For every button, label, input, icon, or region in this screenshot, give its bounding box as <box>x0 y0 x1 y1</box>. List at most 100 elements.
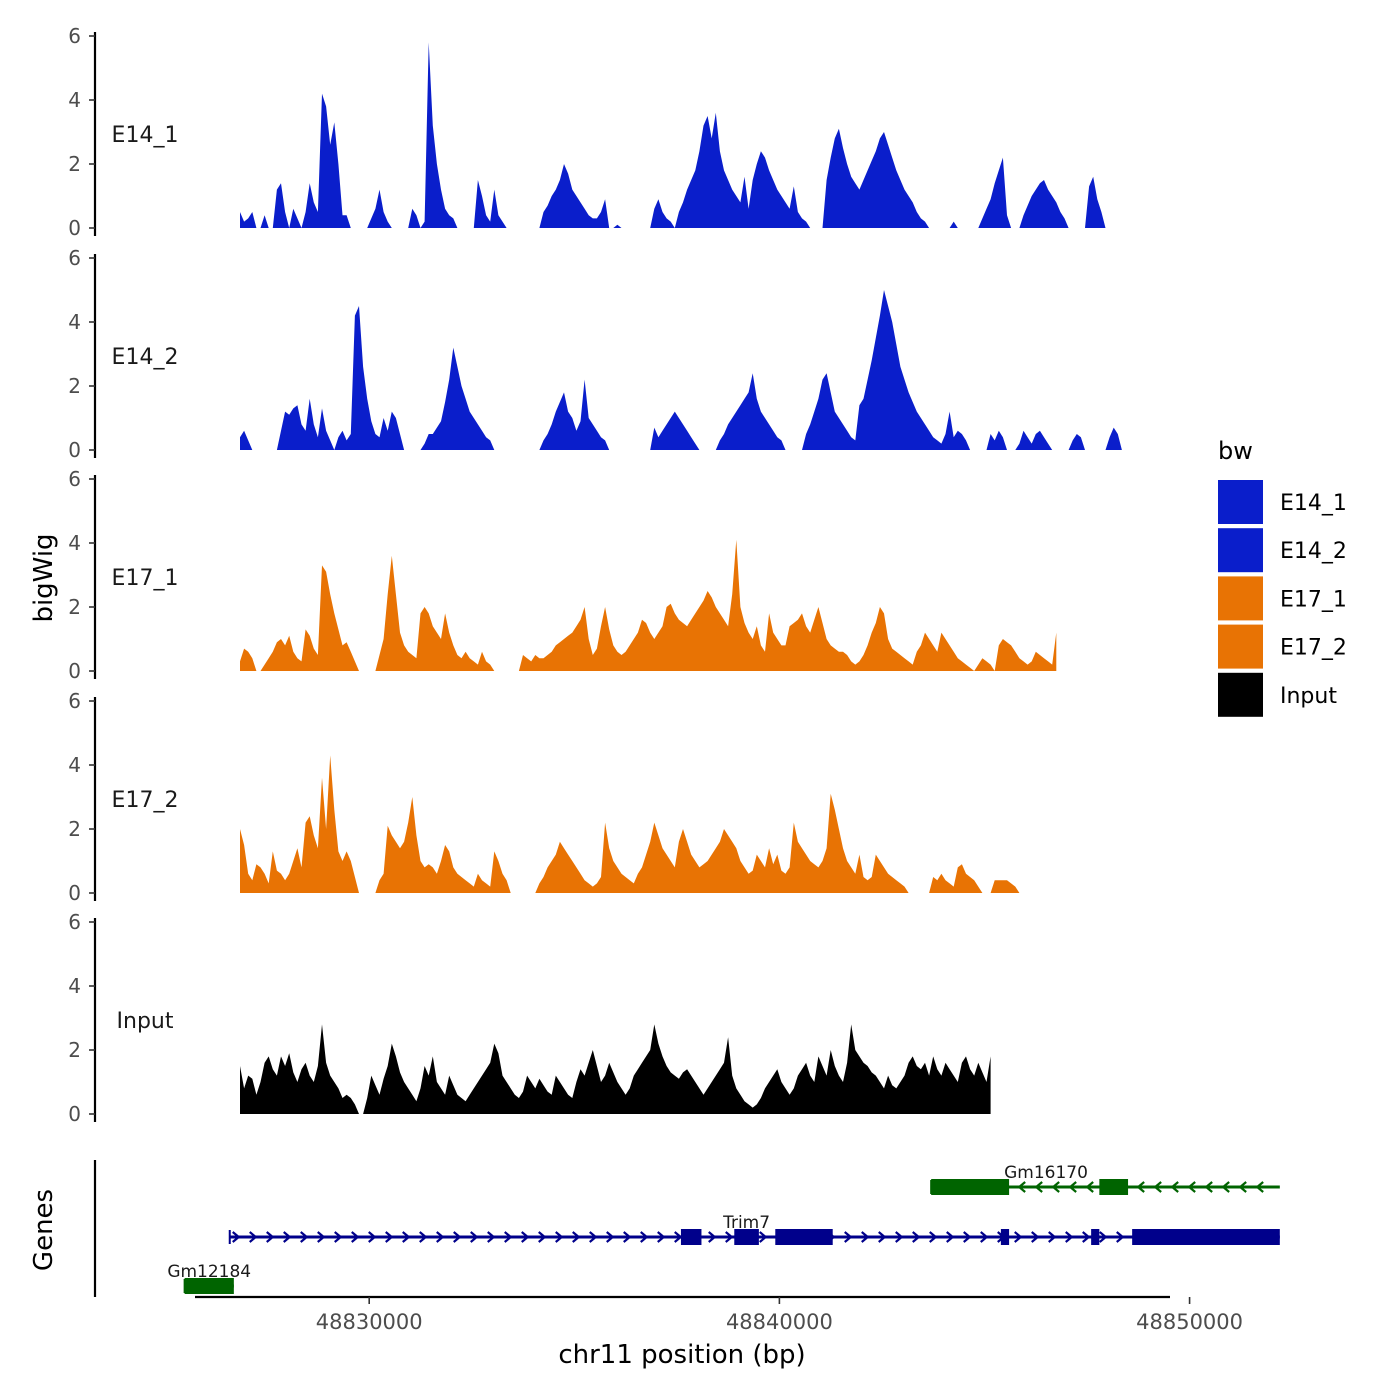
strand-chevron <box>1153 1181 1162 1193</box>
strand-chevron <box>895 1231 904 1243</box>
legend-label-e17_2: E17_2 <box>1280 636 1347 661</box>
legend-swatch-e17_2 <box>1218 624 1263 669</box>
strand-chevron <box>708 1231 717 1243</box>
strand-chevron <box>1187 1181 1196 1193</box>
strand-chevron <box>453 1231 462 1243</box>
track-name-label: E14_2 <box>112 345 179 370</box>
strand-chevron <box>1065 1231 1074 1243</box>
strand-chevron <box>521 1231 530 1243</box>
legend-label-e14_1: E14_1 <box>1280 491 1347 516</box>
y-tick-label: 6 <box>68 24 81 48</box>
legend-swatch-e14_2 <box>1218 528 1263 573</box>
strand-chevron <box>640 1231 649 1243</box>
y-tick-label: 2 <box>68 152 81 176</box>
x-axis-title: chr11 position (bp) <box>558 1340 805 1370</box>
y-tick-label: 6 <box>68 467 81 491</box>
track-panel-e17_1: 0 2 4 6 E17_1 <box>68 467 1057 683</box>
signal-area-e14_2 <box>240 290 1139 450</box>
gene-gm12184: Gm12184 <box>167 1262 251 1294</box>
genes-axis-title: Genes <box>29 1189 59 1271</box>
strand-chevron <box>1051 1181 1060 1193</box>
exon-block <box>1132 1229 1280 1245</box>
y-tick-label: 2 <box>68 374 81 398</box>
x-tick-label: 48830000 <box>316 1310 423 1334</box>
y-tick-label: 4 <box>68 88 81 112</box>
signal-area-input <box>240 1024 991 1114</box>
gene-track: Gm16170 Trim7 Gm12184 <box>93 1160 1280 1297</box>
legend-swatch-input <box>1218 672 1263 717</box>
strand-chevron <box>606 1231 615 1243</box>
exon-block <box>184 1278 234 1294</box>
track-panel-e14_1: 0 2 4 6 E14_1 <box>68 24 1126 240</box>
strand-chevron <box>1014 1231 1023 1243</box>
y-tick-label: 2 <box>68 817 81 841</box>
strand-chevron <box>1048 1231 1057 1243</box>
exon-block <box>1000 1229 1010 1245</box>
strand-chevron <box>674 1231 683 1243</box>
track-name-label: E17_1 <box>112 566 179 591</box>
y-tick-label: 0 <box>68 881 81 905</box>
y-tick-label: 0 <box>68 438 81 462</box>
gene-name-label: Gm12184 <box>167 1262 251 1282</box>
strand-chevron <box>1082 1231 1091 1243</box>
strand-chevron <box>351 1231 360 1243</box>
y-tick-label: 0 <box>68 216 81 240</box>
legend-label-e17_1: E17_1 <box>1280 587 1347 612</box>
exon-block <box>680 1229 702 1245</box>
strand-chevron <box>1204 1181 1213 1193</box>
legend: bw E14_1 E14_2 E17_1 E17_2 Input <box>1218 437 1347 717</box>
signal-area-e17_1 <box>240 539 1057 671</box>
y-tick-label: 6 <box>68 689 81 713</box>
strand-chevron <box>844 1231 853 1243</box>
y-tick-label: 4 <box>68 753 81 777</box>
strand-chevron <box>1031 1231 1040 1243</box>
exon-block <box>1099 1179 1129 1195</box>
strand-chevron <box>1068 1181 1077 1193</box>
x-axis: 48830000 48840000 48850000 <box>195 1295 1243 1334</box>
gene-trim7: Trim7 <box>228 1213 1280 1245</box>
strand-chevron <box>232 1231 241 1243</box>
strand-chevron <box>487 1231 496 1243</box>
strand-chevron <box>1116 1231 1125 1243</box>
strand-chevron <box>946 1231 955 1243</box>
strand-chevron <box>436 1231 445 1243</box>
strand-chevron <box>1017 1181 1026 1193</box>
strand-chevron <box>1238 1181 1247 1193</box>
y-tick-label: 0 <box>68 659 81 683</box>
y-tick-label: 0 <box>68 1102 81 1126</box>
legend-swatch-e17_1 <box>1218 576 1263 621</box>
strand-chevron <box>419 1231 428 1243</box>
signal-area-e17_2 <box>240 755 1065 893</box>
track-name-label: E17_2 <box>112 788 179 813</box>
gene-name-label: Gm16170 <box>1004 1163 1088 1183</box>
strand-chevron <box>929 1231 938 1243</box>
strand-chevron <box>1221 1181 1230 1193</box>
strand-chevron <box>317 1231 326 1243</box>
x-tick-label: 48840000 <box>726 1310 833 1334</box>
strand-chevron <box>266 1231 275 1243</box>
strand-chevron <box>963 1231 972 1243</box>
y-axis-title: bigWig <box>29 533 59 622</box>
strand-chevron <box>1099 1231 1108 1243</box>
strand-chevron <box>1255 1181 1264 1193</box>
strand-chevron <box>470 1231 479 1243</box>
strand-chevron <box>538 1231 547 1243</box>
strand-chevron <box>283 1231 292 1243</box>
strand-chevron <box>249 1231 258 1243</box>
strand-chevron <box>725 1231 734 1243</box>
strand-chevron <box>504 1231 513 1243</box>
y-tick-label: 2 <box>68 595 81 619</box>
signal-area-e14_1 <box>240 42 1126 229</box>
strand-chevron <box>402 1231 411 1243</box>
strand-chevron <box>1085 1181 1094 1193</box>
y-tick-label: 4 <box>68 974 81 998</box>
y-tick-label: 4 <box>68 310 81 334</box>
strand-chevron <box>623 1231 632 1243</box>
strand-chevron <box>589 1231 598 1243</box>
track-name-label: E14_1 <box>112 123 179 148</box>
x-tick-label: 48850000 <box>1136 1310 1243 1334</box>
y-tick-label: 6 <box>68 910 81 934</box>
strand-chevron <box>912 1231 921 1243</box>
strand-chevron <box>861 1231 870 1243</box>
